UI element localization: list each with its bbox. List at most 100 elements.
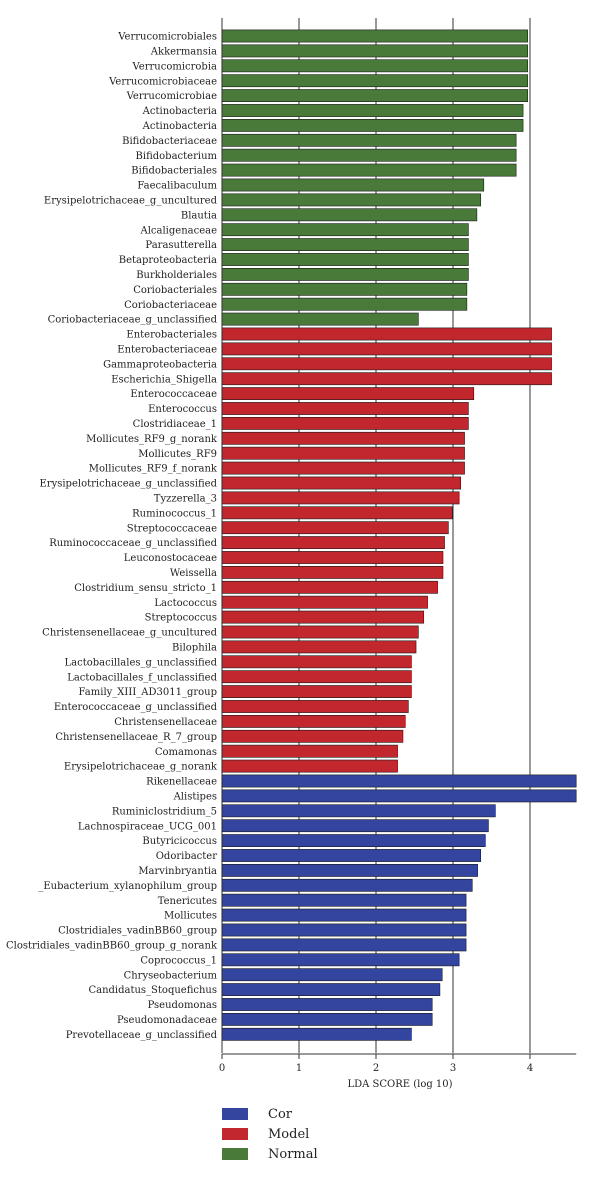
category-label-21: Enterobacteriaceae	[117, 345, 217, 356]
category-label-37: Clostridium_sensu_stricto_1	[74, 583, 217, 594]
bar-model-28	[221, 446, 465, 460]
bar-model-38	[221, 595, 428, 609]
category-label-55: Odoribacter	[156, 851, 217, 862]
category-label-6: Actinobacteria	[142, 121, 217, 132]
x-tick-label-3: 3	[450, 1063, 456, 1074]
category-label-24: Enterococcaceae	[130, 389, 217, 400]
x-tick-label-2: 2	[373, 1063, 379, 1074]
x-axis: 0 1 2 3 4	[219, 1053, 577, 1074]
category-label-33: Streptococcaceae	[127, 523, 217, 534]
category-label-12: Blautia	[181, 210, 217, 221]
category-label-42: Lactobacillales_g_unclassified	[64, 657, 217, 668]
category-label-44: Family_XIII_AD3011_group	[79, 687, 217, 698]
category-label-27: Mollicutes_RF9_g_norank	[86, 434, 218, 445]
bar-cor-58	[221, 893, 467, 907]
bar-model-43	[221, 670, 412, 684]
category-label-62: Coprococcus_1	[140, 955, 217, 966]
category-label-0: Verrucomicrobiales	[117, 32, 217, 43]
category-label-18: Coriobacteriaceae	[124, 300, 217, 311]
category-label-51: Alistipes	[173, 792, 217, 803]
category-label-23: Escherichia_Shigella	[111, 374, 217, 385]
category-label-2: Verrucomicrobia	[132, 61, 218, 72]
bar-model-49	[221, 759, 398, 773]
bar-model-24	[221, 387, 475, 400]
legend-item-normal: Normal	[222, 1144, 318, 1164]
x-tick-label-0: 0	[219, 1063, 225, 1074]
category-label-43: Lactobacillales_f_unclassified	[67, 672, 217, 683]
bar-cor-63	[221, 968, 443, 982]
bar-cor-53	[221, 819, 489, 833]
legend-label-model: Model	[268, 1126, 310, 1142]
category-label-32: Ruminococcus_1	[132, 508, 217, 519]
category-label-60: Clostridiales_vadinBB60_group	[58, 926, 217, 937]
bar-cor-64	[221, 983, 441, 996]
bar-normal-13	[221, 223, 469, 237]
category-label-28: Mollicutes_RF9	[138, 449, 217, 460]
bar-model-20	[221, 327, 552, 341]
category-label-20: Enterobacteriales	[126, 330, 217, 341]
bar-model-35	[221, 551, 444, 564]
category-label-3: Verrucomicrobiaceae	[108, 76, 217, 87]
category-label-10: Faecalibaculum	[137, 181, 217, 192]
category-label-36: Weissella	[170, 568, 217, 579]
legend-swatch-model	[222, 1128, 248, 1140]
bar-cor-65	[221, 998, 433, 1011]
bar-model-23	[221, 372, 552, 386]
bar-cor-57	[221, 878, 473, 892]
bar-model-47	[221, 729, 404, 743]
category-label-35: Leuconostocaceae	[124, 553, 217, 564]
bar-model-31	[221, 491, 460, 505]
bar-model-46	[221, 714, 406, 728]
bar-cor-54	[221, 834, 486, 847]
category-label-58: Tenericutes	[158, 896, 217, 907]
bar-model-48	[221, 744, 398, 758]
category-label-7: Bifidobacteriaceae	[122, 136, 217, 147]
bar-cor-62	[221, 953, 460, 967]
bar-normal-7	[221, 133, 517, 147]
legend-label-normal: Normal	[268, 1146, 318, 1162]
bar-normal-6	[221, 119, 524, 132]
category-label-39: Streptococcus	[145, 613, 217, 624]
bar-model-36	[221, 565, 444, 579]
category-label-26: Clostridiaceae_1	[133, 419, 217, 430]
bar-normal-3	[221, 74, 528, 88]
bar-cor-61	[221, 938, 467, 952]
bar-model-21	[221, 342, 552, 356]
category-label-59: Mollicutes	[164, 911, 217, 922]
category-label-22: Gammaproteobacteria	[103, 359, 217, 370]
category-label-46: Christensenellaceae	[114, 717, 217, 728]
category-label-45: Enterococcaceae_g_unclassified	[54, 702, 218, 713]
bar-normal-5	[221, 104, 524, 117]
legend-label-cor: Cor	[268, 1106, 292, 1122]
bar-normal-15	[221, 253, 469, 266]
bar-model-45	[221, 700, 409, 713]
category-label-17: Coriobacteriales	[133, 285, 217, 296]
category-label-48: Comamonas	[155, 747, 217, 758]
legend-swatch-cor	[222, 1108, 248, 1120]
bar-normal-0	[221, 29, 528, 43]
bar-cor-52	[221, 804, 496, 818]
category-label-25: Enterococcus	[148, 404, 217, 415]
bar-model-30	[221, 476, 461, 490]
bar-model-39	[221, 610, 425, 624]
bar-model-34	[221, 536, 445, 549]
category-label-38: Lactococcus	[154, 598, 217, 609]
bar-cor-66	[221, 1012, 433, 1026]
bar-model-41	[221, 640, 417, 654]
category-label-56: Marvinbryantia	[138, 866, 217, 877]
category-label-8: Bifidobacterium	[136, 151, 218, 162]
category-label-63: Chryseobacterium	[124, 970, 218, 981]
bar-model-29	[221, 461, 465, 475]
bar-model-32	[221, 506, 453, 520]
x-tick-label-4: 4	[527, 1063, 533, 1074]
bar-normal-8	[221, 148, 517, 162]
legend: Cor Model Normal	[222, 1104, 318, 1164]
category-label-1: Akkermansia	[150, 47, 217, 58]
category-label-11: Erysipelotrichaceae_g_uncultured	[44, 196, 218, 207]
category-label-50: Rikenellaceae	[146, 777, 217, 788]
x-axis-title: LDA SCORE (log 10)	[347, 1079, 452, 1090]
category-label-34: Ruminococcaceae_g_unclassified	[49, 538, 217, 549]
category-label-41: Bilophila	[172, 643, 217, 654]
category-label-31: Tyzzerella_3	[154, 494, 217, 505]
category-label-47: Christensenellaceae_R_7_group	[55, 732, 217, 743]
